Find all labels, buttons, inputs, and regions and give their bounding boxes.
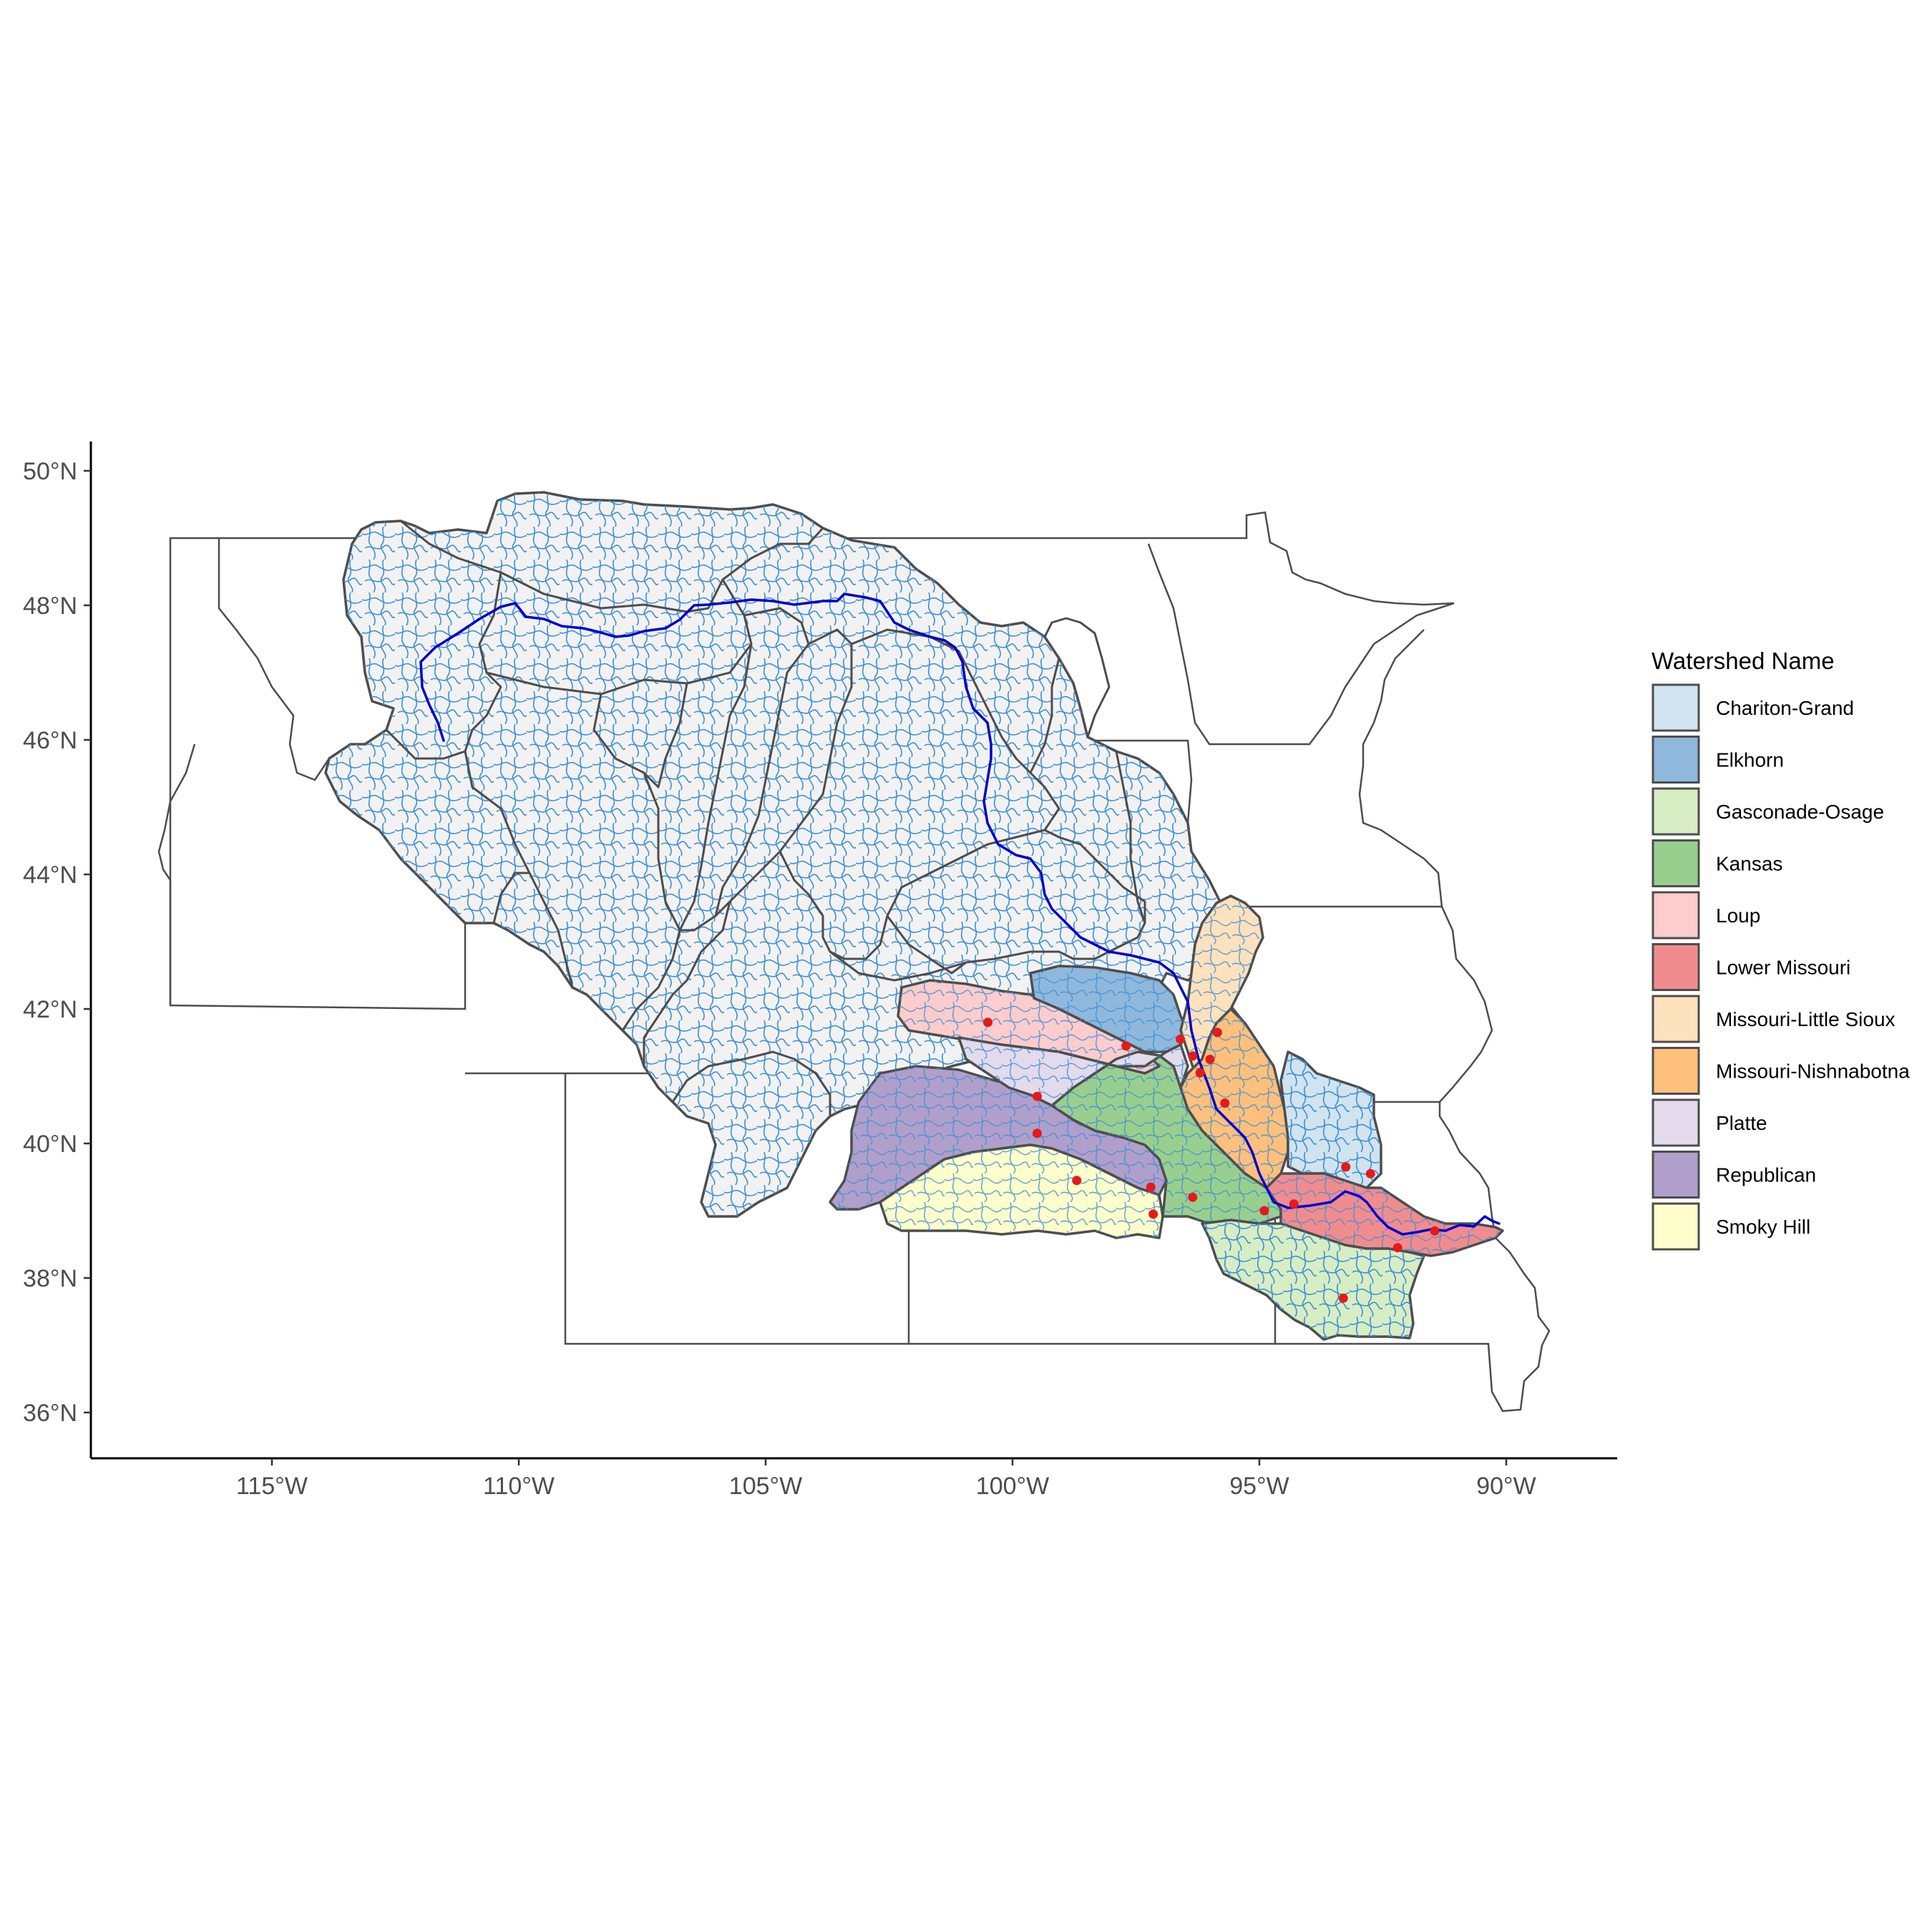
sub-basin-boundary [385,728,466,760]
gauge-point [1176,1034,1186,1044]
gauge-point [1430,1226,1440,1236]
legend-label: Elkhorn [1716,749,1784,771]
legend-swatch [1652,839,1700,887]
gauge-point [1212,1028,1222,1038]
watershed-platte-streams [959,1038,1188,1106]
gauge-point [1338,1293,1348,1303]
gauge-point [1188,1051,1198,1061]
y-tick-label: 46°N [23,727,77,754]
x-tick-label: 90°W [1476,1473,1536,1500]
sub-basin-boundary [643,683,688,789]
y-axis-ticks: 50°N 48°N 46°N 44°N 42°N 40°N 38°N 36°N [23,458,91,1427]
gauge-point [1220,1098,1230,1108]
state-boundary-minnesota-wisconsin [1358,629,1443,907]
legend-swatch [1652,787,1700,836]
legend-swatch [1652,1151,1700,1199]
legend-swatch [1652,683,1700,732]
sub-basin-boundary [678,643,753,931]
legend-swatch [1652,1098,1700,1147]
axes: 50°N 48°N 46°N 44°N 42°N 40°N 38°N 36°N … [23,441,1617,1500]
watershed-kansas-streams [1052,1052,1281,1224]
gauge-point [1259,1206,1269,1216]
sub-basin-boundary [1029,658,1060,774]
legend-swatch [1652,891,1700,940]
legend: Watershed Name Chariton-Grand Elkhorn Gasc… [1652,648,1910,1251]
gauge-point [1072,1176,1082,1186]
gauge-point [1195,1068,1205,1078]
gauge-stations [983,1018,1440,1303]
y-tick-label: 50°N [23,458,77,485]
legend-label: Missouri-Little Sioux [1716,1008,1896,1030]
watershed-missouri-nishnabotna-streams [1181,1009,1288,1188]
sub-basin-boundary [671,1050,831,1116]
y-tick-label: 48°N [23,592,77,620]
y-tick-label: 42°N [23,996,77,1023]
legend-label: Loup [1716,904,1760,927]
y-tick-label: 38°N [23,1265,77,1292]
gauge-point [1188,1192,1198,1202]
sub-basin-boundary [680,607,810,932]
x-tick-label: 110°W [483,1473,555,1500]
gauge-point [1392,1243,1402,1253]
sub-basin-boundary [714,628,853,917]
legend-label: Smoky Hill [1716,1216,1810,1238]
sub-basin-boundary [492,872,530,924]
legend-label: Platte [1716,1112,1767,1134]
legend-label: Lower Missouri [1716,957,1850,979]
legend-label: Gasconade-Osage [1716,801,1884,823]
y-tick-label: 40°N [23,1131,77,1158]
gauge-point [1146,1182,1156,1192]
legend-swatch [1652,1202,1700,1251]
state-boundary-iowa [1216,905,1493,1103]
state-boundary-north-dakota [811,511,1455,746]
x-tick-label: 115°W [236,1473,308,1500]
gauge-point [1341,1162,1351,1172]
legend-swatch [1652,995,1700,1043]
legend-label: Chariton-Grand [1716,697,1854,719]
legend-label: Missouri-Nishnabotna [1716,1060,1910,1083]
gauge-point [1148,1209,1158,1219]
watershed-republican-streams [830,1066,1166,1209]
x-tick-label: 105°W [729,1473,802,1500]
state-boundary-idaho-oregon-line [157,743,196,1005]
gauge-point [983,1018,992,1028]
legend-label: Kansas [1716,853,1782,875]
highlighted-watersheds [829,894,1504,1341]
legend-swatch [1652,736,1700,784]
watershed-chariton-grand-streams [1281,1052,1381,1188]
sub-basin-boundary [643,901,731,1066]
sub-basin-boundary [779,628,1060,960]
gauge-point [1033,1128,1042,1138]
legend-swatch [1652,1047,1700,1095]
sub-basin-boundary [592,693,681,1031]
sub-basin-boundary [464,572,574,988]
gauge-point [1205,1055,1215,1064]
gauge-point [1121,1041,1131,1051]
y-tick-label: 44°N [23,862,77,889]
watershed-gasconade-osage-streams [1202,1220,1424,1340]
legend-title: Watershed Name [1652,648,1835,674]
watershed-elkhorn-streams [1030,966,1188,1052]
watershed-lower-missouri-streams [1267,1174,1503,1256]
y-tick-label: 36°N [23,1400,77,1427]
sub-basin-boundary [1115,751,1146,924]
x-axis-ticks: 115°W 110°W 105°W 100°W 95°W 90°W [236,1458,1536,1500]
watershed-loup-streams [898,980,1159,1073]
gauge-point [1365,1169,1375,1179]
gauge-point [1033,1091,1042,1101]
sub-basin-boundary [886,915,967,975]
x-tick-label: 100°W [976,1473,1049,1500]
sub-basin-boundary [1043,617,1111,738]
legend-items: Chariton-Grand Elkhorn Gasconade-Osage Kans… [1652,683,1910,1251]
sub-basin-boundary [400,519,824,613]
legend-label: Republican [1716,1164,1816,1186]
missouri-river-mainstem [419,592,1501,1236]
legend-swatch [1652,943,1700,991]
state-boundary-missouri [1275,1102,1551,1413]
gauge-point [1289,1199,1299,1209]
watershed-missouri-little-sioux-streams [1181,896,1263,1073]
x-tick-label: 95°W [1229,1473,1289,1500]
watershed-smoky-hill-streams [880,1145,1163,1238]
